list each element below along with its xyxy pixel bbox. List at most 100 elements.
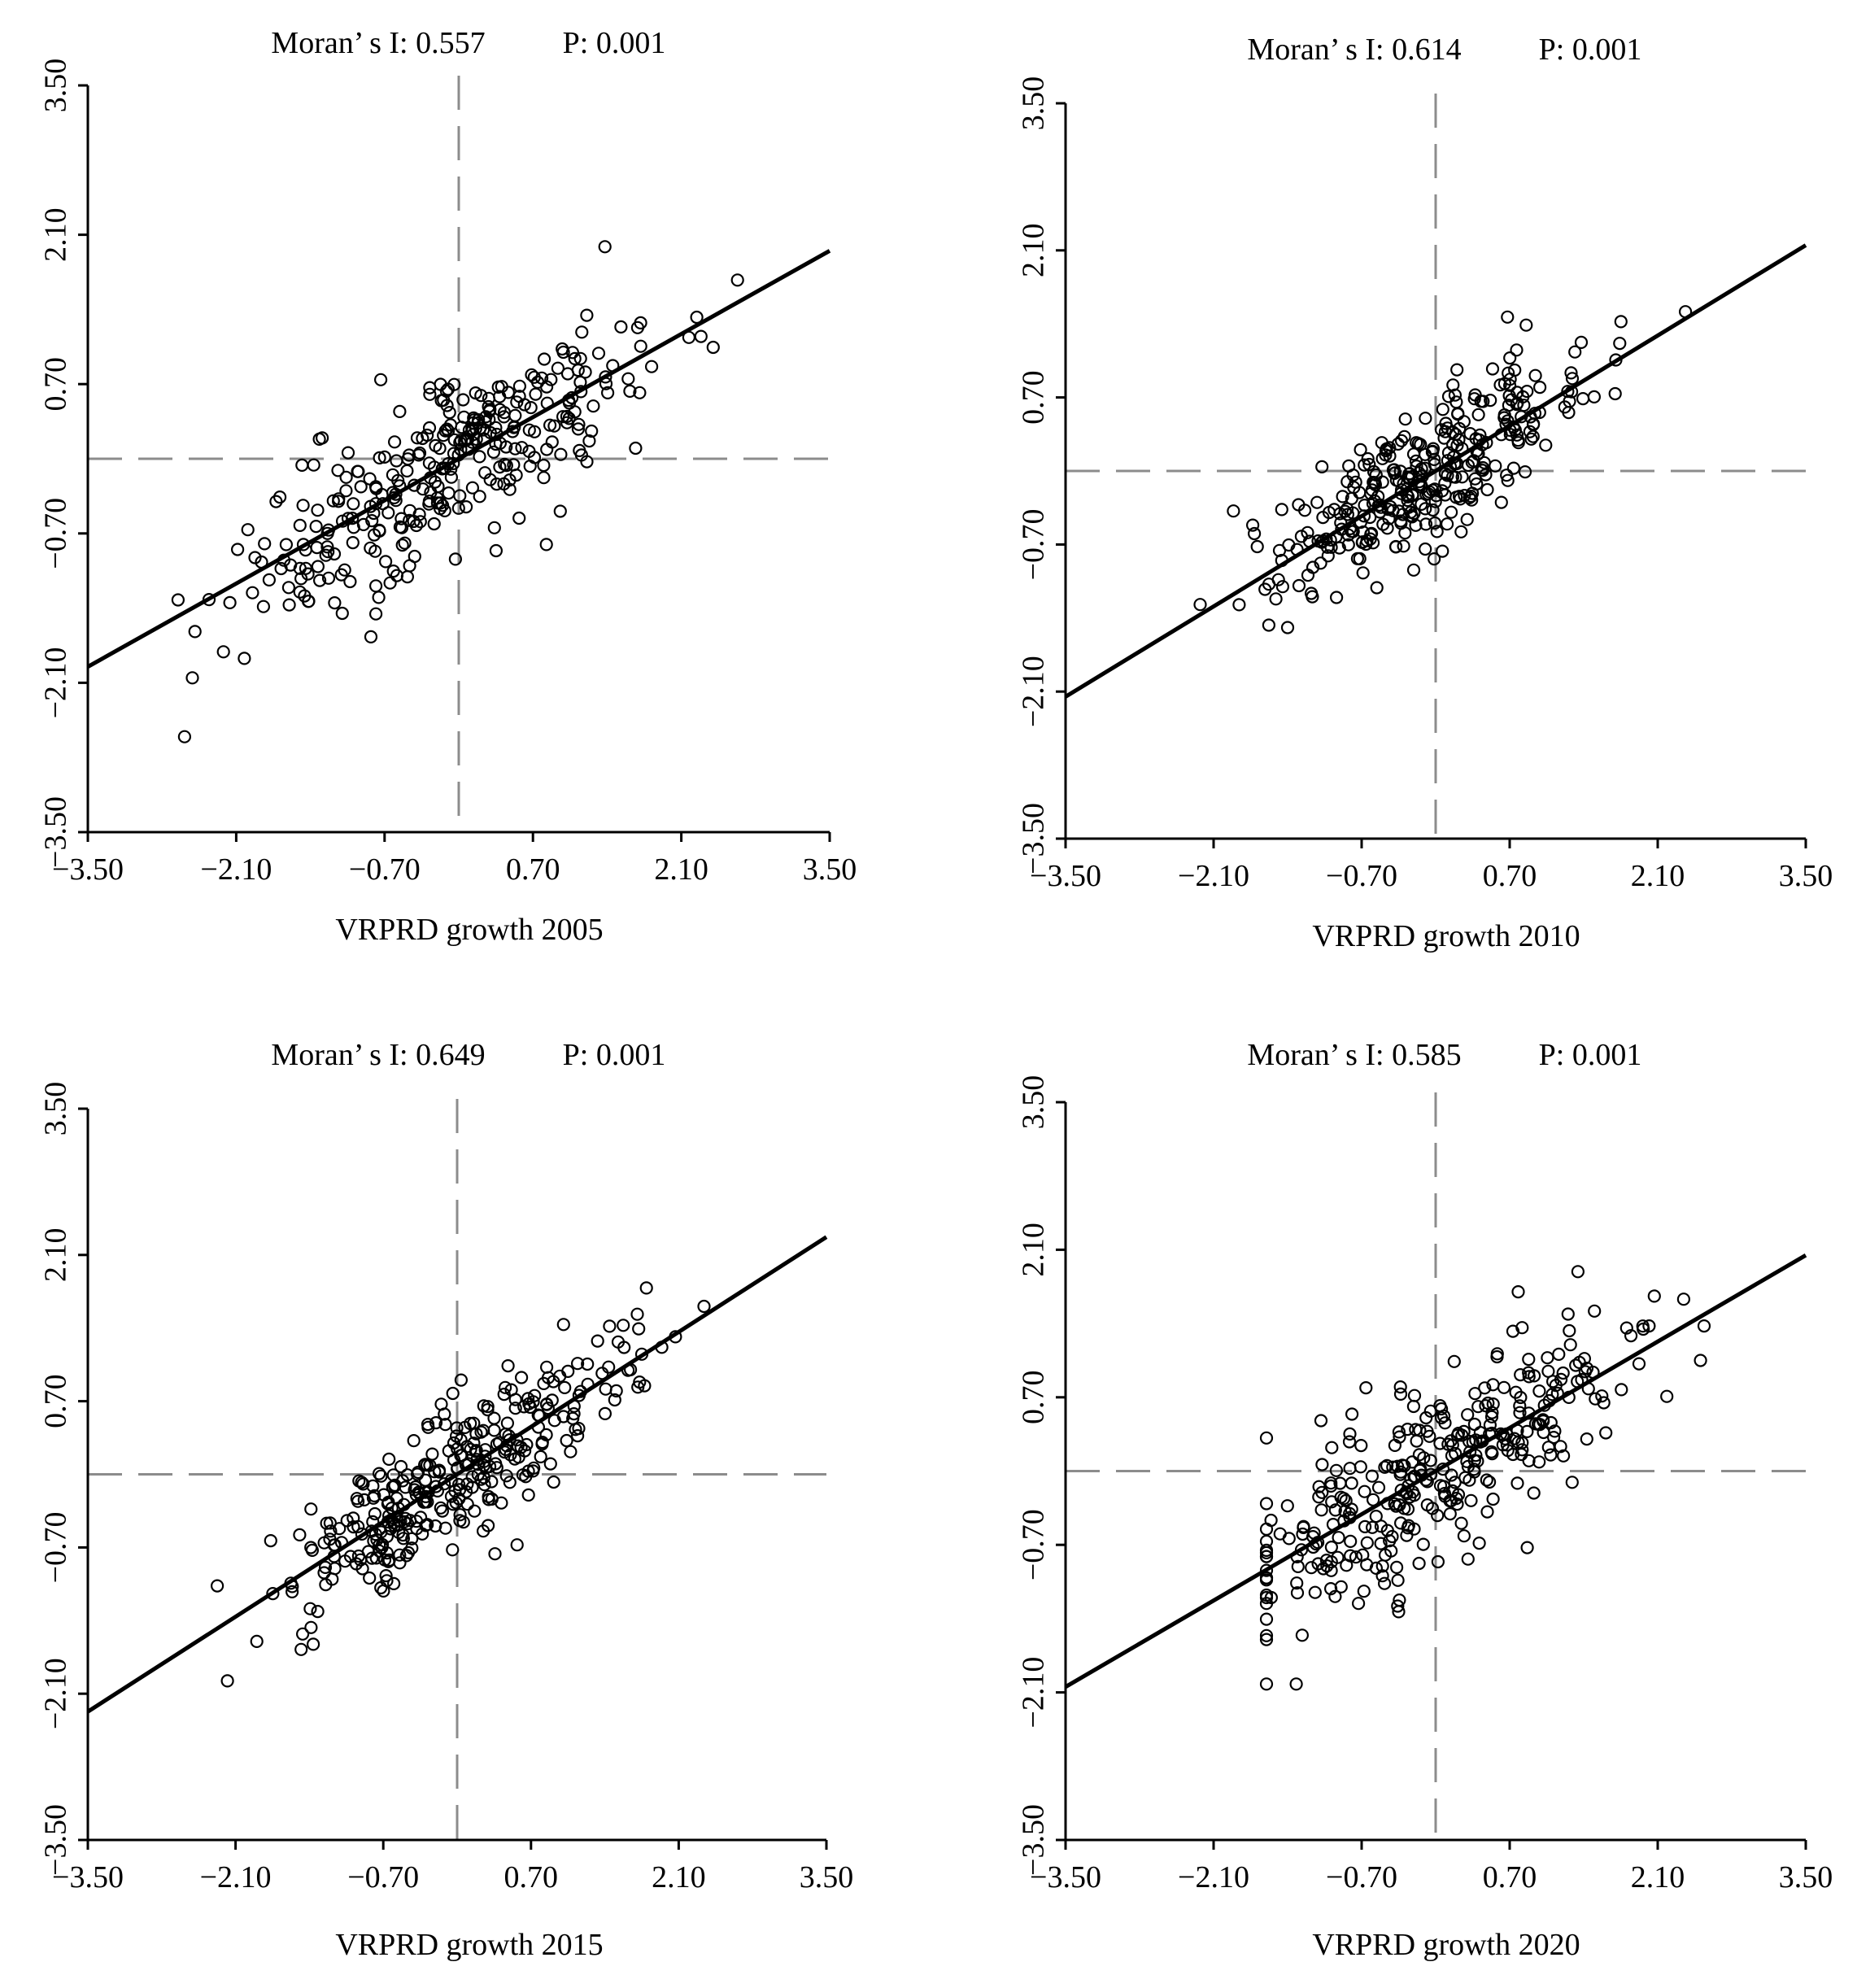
x-tick-label: −2.10 <box>1178 859 1249 893</box>
y-tick-label: −3.50 <box>39 796 73 868</box>
scatter-point <box>1371 499 1386 512</box>
scatter-point <box>1307 1526 1321 1540</box>
scatter-point <box>1368 476 1382 490</box>
scatter-point <box>1383 449 1397 463</box>
scatter-point <box>408 549 421 564</box>
scatter-point <box>1388 1497 1401 1511</box>
scatter-point <box>1393 1387 1408 1402</box>
scatter-point <box>1406 1399 1421 1414</box>
scatter-point <box>1445 1438 1459 1452</box>
scatter-point <box>1563 1323 1576 1338</box>
scatter-point <box>1282 538 1296 552</box>
scatter-point <box>1354 443 1367 457</box>
scatter-point <box>1419 1410 1433 1425</box>
scatter-point <box>1440 517 1454 531</box>
scatter-point <box>1494 495 1508 509</box>
scatter-point <box>1193 598 1207 612</box>
scatter-point <box>412 508 426 521</box>
plot-area <box>78 1099 828 1850</box>
scatter-point <box>456 393 470 407</box>
scatter-point <box>1539 438 1553 452</box>
scatter-point <box>1314 1414 1328 1428</box>
x-tick-label: −0.70 <box>1326 859 1397 893</box>
scatter-point <box>347 497 360 511</box>
scatter-point <box>582 434 596 448</box>
scatter-point <box>512 511 526 525</box>
scatter-point <box>422 494 437 508</box>
scatter-point <box>514 1371 529 1384</box>
scatter-point <box>599 370 612 384</box>
scatter-point <box>1457 1529 1471 1543</box>
scatter-point <box>435 1504 450 1518</box>
scatter-point <box>400 464 414 478</box>
scatter-point <box>1501 473 1515 487</box>
scatter-point <box>393 1548 407 1562</box>
scatter-point <box>373 451 386 465</box>
x-axis-title: VRPRD growth 2005 <box>335 913 603 947</box>
scatter-point <box>1436 403 1449 416</box>
scatter-point <box>1544 1448 1558 1462</box>
scatter-point <box>482 1489 495 1504</box>
scatter-point <box>1356 525 1371 539</box>
y-tick-label: 0.70 <box>1017 1371 1051 1425</box>
scatter-point <box>508 1402 522 1415</box>
scatter-point <box>369 607 383 621</box>
scatter-point <box>320 540 334 554</box>
scatter-point <box>1392 504 1406 518</box>
scatter-point <box>1506 461 1521 475</box>
scatter-point <box>1497 411 1511 425</box>
scatter-point <box>1343 1549 1358 1563</box>
y-tick-label: −2.10 <box>1017 656 1051 727</box>
scatter-point <box>355 1562 369 1576</box>
scatter-point <box>1503 373 1517 386</box>
scatter-point <box>1480 1505 1494 1519</box>
scatter-point <box>510 395 524 409</box>
scatter-point <box>600 386 615 399</box>
p-value-label: P: 0.001 <box>563 26 666 60</box>
scatter-point <box>294 572 308 586</box>
scatter-point <box>1437 1486 1452 1501</box>
scatter-point <box>258 537 272 551</box>
scatter-point <box>481 1400 495 1414</box>
scatter-point <box>391 473 405 487</box>
scatter-point <box>1439 416 1453 430</box>
scatter-point <box>1484 1445 1498 1458</box>
scatter-point <box>631 1380 645 1394</box>
scatter-point <box>1362 457 1376 472</box>
scatter-point <box>1419 517 1433 531</box>
p-value-label: P: 0.001 <box>1539 33 1642 67</box>
scatter-point <box>1441 1437 1455 1451</box>
scatter-point <box>1417 1451 1431 1465</box>
scatter-point <box>309 519 323 534</box>
scatter-point <box>1357 1585 1371 1598</box>
scatter-point <box>504 1383 518 1397</box>
scatter-point <box>241 523 255 537</box>
scatter-point <box>1472 1536 1486 1550</box>
scatter-point <box>1259 1550 1274 1563</box>
scatter-point <box>465 1470 479 1484</box>
scatter-point <box>1447 1354 1461 1368</box>
scatter-point <box>1694 1354 1707 1367</box>
scatter-point <box>338 563 351 577</box>
scatter-point <box>1427 551 1441 566</box>
plot-area <box>1056 94 1807 848</box>
scatter-point <box>382 1452 396 1467</box>
scatter-point <box>498 1380 512 1394</box>
scatter-point <box>423 387 437 401</box>
scatter-point <box>516 1468 530 1482</box>
scatter-point <box>1294 1543 1309 1557</box>
scatter-point <box>1418 447 1432 461</box>
scatter-point <box>1476 395 1490 408</box>
scatter-point <box>296 499 310 512</box>
y-tick-label: 2.10 <box>1017 1223 1051 1277</box>
scatter-point <box>1482 1475 1497 1489</box>
scatter-point <box>599 1382 612 1396</box>
scatter-point <box>412 448 425 462</box>
scatter-point <box>1364 486 1378 501</box>
x-tick-label: −2.10 <box>1178 1860 1249 1894</box>
scatter-point <box>1333 507 1347 521</box>
scatter-point <box>395 512 408 525</box>
scatter-point <box>1632 1357 1646 1371</box>
scatter-point <box>730 273 744 287</box>
scatter-point <box>1428 495 1442 508</box>
